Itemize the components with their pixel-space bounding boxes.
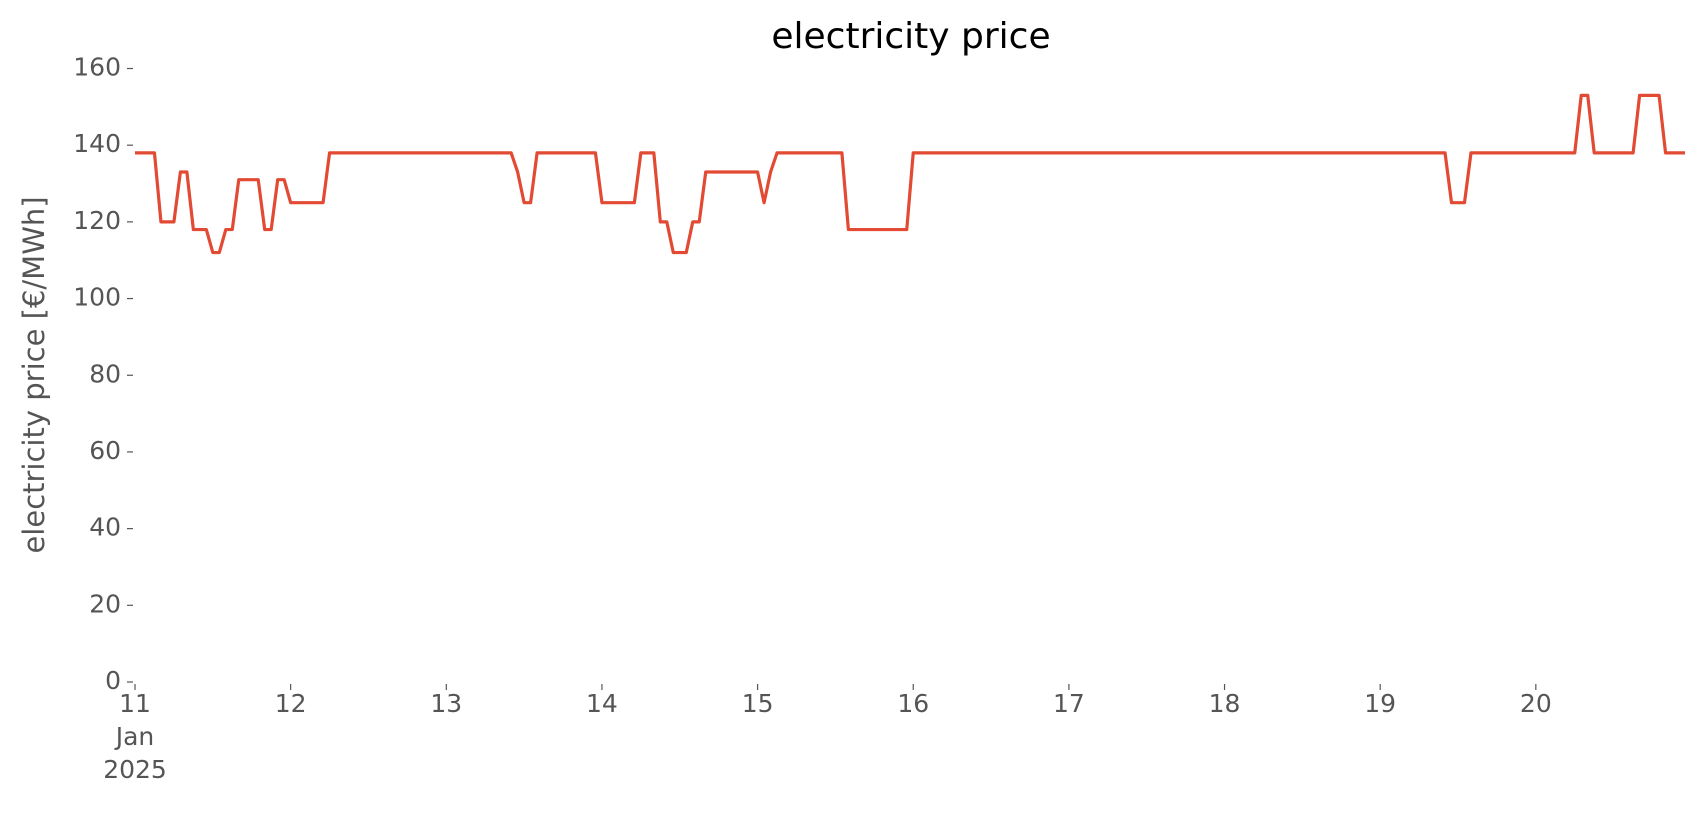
- x-tick-label: 18: [1209, 689, 1241, 718]
- x-tick-label: 15: [742, 689, 774, 718]
- price-line: [135, 93, 1685, 255]
- x-tick-label: 16: [897, 689, 929, 718]
- y-tick-label: 140: [73, 129, 121, 158]
- x-tick-label: 12: [275, 689, 307, 718]
- x-tick-label: 20: [1520, 689, 1552, 718]
- y-tick-label: 40: [89, 513, 121, 542]
- x-tick-label: 19: [1364, 689, 1396, 718]
- y-tick-label: 60: [89, 436, 121, 465]
- y-tick-label: 100: [73, 283, 121, 312]
- y-tick-label: 20: [89, 589, 121, 618]
- x-tick-label: 17: [1053, 689, 1085, 718]
- y-tick-label: 120: [73, 206, 121, 235]
- x-tick-label: 13: [430, 689, 462, 718]
- y-tick-label: 0: [105, 666, 121, 695]
- y-tick-label: 80: [89, 359, 121, 388]
- x-tick-label: 14: [586, 689, 618, 718]
- chart-title: electricity price: [771, 16, 1050, 57]
- y-tick-label: 160: [73, 53, 121, 82]
- y-axis-label: electricity price [€/MWh]: [17, 196, 51, 553]
- x-tick-label: 11 Jan 2025: [103, 689, 167, 784]
